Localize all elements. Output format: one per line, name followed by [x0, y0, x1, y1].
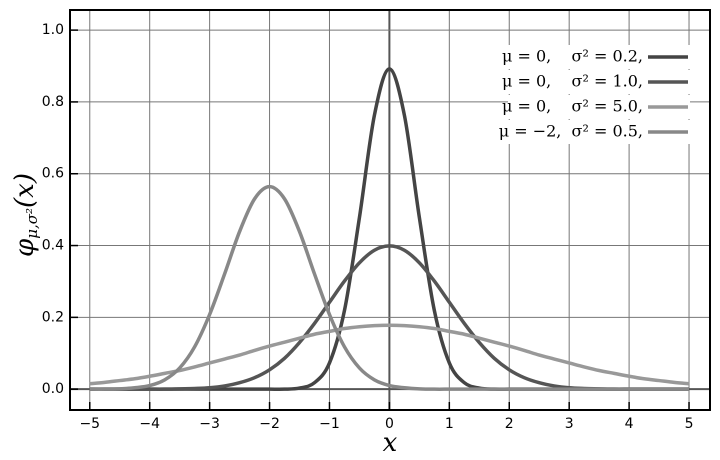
x-tick-label: 1: [445, 416, 454, 432]
x-tick-label: 0: [385, 416, 394, 432]
plot-frame: [69, 9, 711, 411]
y-label-subscript: μ,σ²: [23, 208, 41, 239]
x-tick-label: 3: [565, 416, 574, 432]
series-line: [89, 323, 690, 386]
x-tick-label: −3: [199, 416, 220, 432]
y-tick-label: 1.0: [42, 22, 64, 38]
x-tick-label: 2: [505, 416, 514, 432]
legend-label: μ = −2, σ² = 0.5,: [499, 122, 643, 141]
y-axis-label: φμ,σ²(x): [10, 173, 41, 257]
x-tick-label: −2: [259, 416, 280, 432]
legend-label: μ = 0, σ² = 5.0,: [502, 97, 643, 116]
y-tick-label: 0.4: [42, 238, 64, 254]
x-tick-label: −4: [139, 416, 160, 432]
x-tick-label: 5: [685, 416, 694, 432]
x-tick-label: 4: [625, 416, 634, 432]
y-label-argument: (x): [10, 173, 40, 208]
y-tick-label: 0.0: [42, 381, 64, 397]
y-label-symbol: φ: [10, 238, 40, 257]
x-tick-label: −5: [79, 416, 100, 432]
y-tick-label: 0.6: [42, 166, 64, 182]
series-line: [89, 184, 690, 391]
y-tick-label: 0.8: [42, 94, 64, 110]
x-tick-label: −1: [319, 416, 340, 432]
legend-label: μ = 0, σ² = 0.2,: [502, 47, 643, 66]
x-axis-label: x: [383, 428, 398, 458]
legend-label: μ = 0, σ² = 1.0,: [502, 72, 643, 91]
y-tick-label: 0.2: [42, 309, 64, 325]
